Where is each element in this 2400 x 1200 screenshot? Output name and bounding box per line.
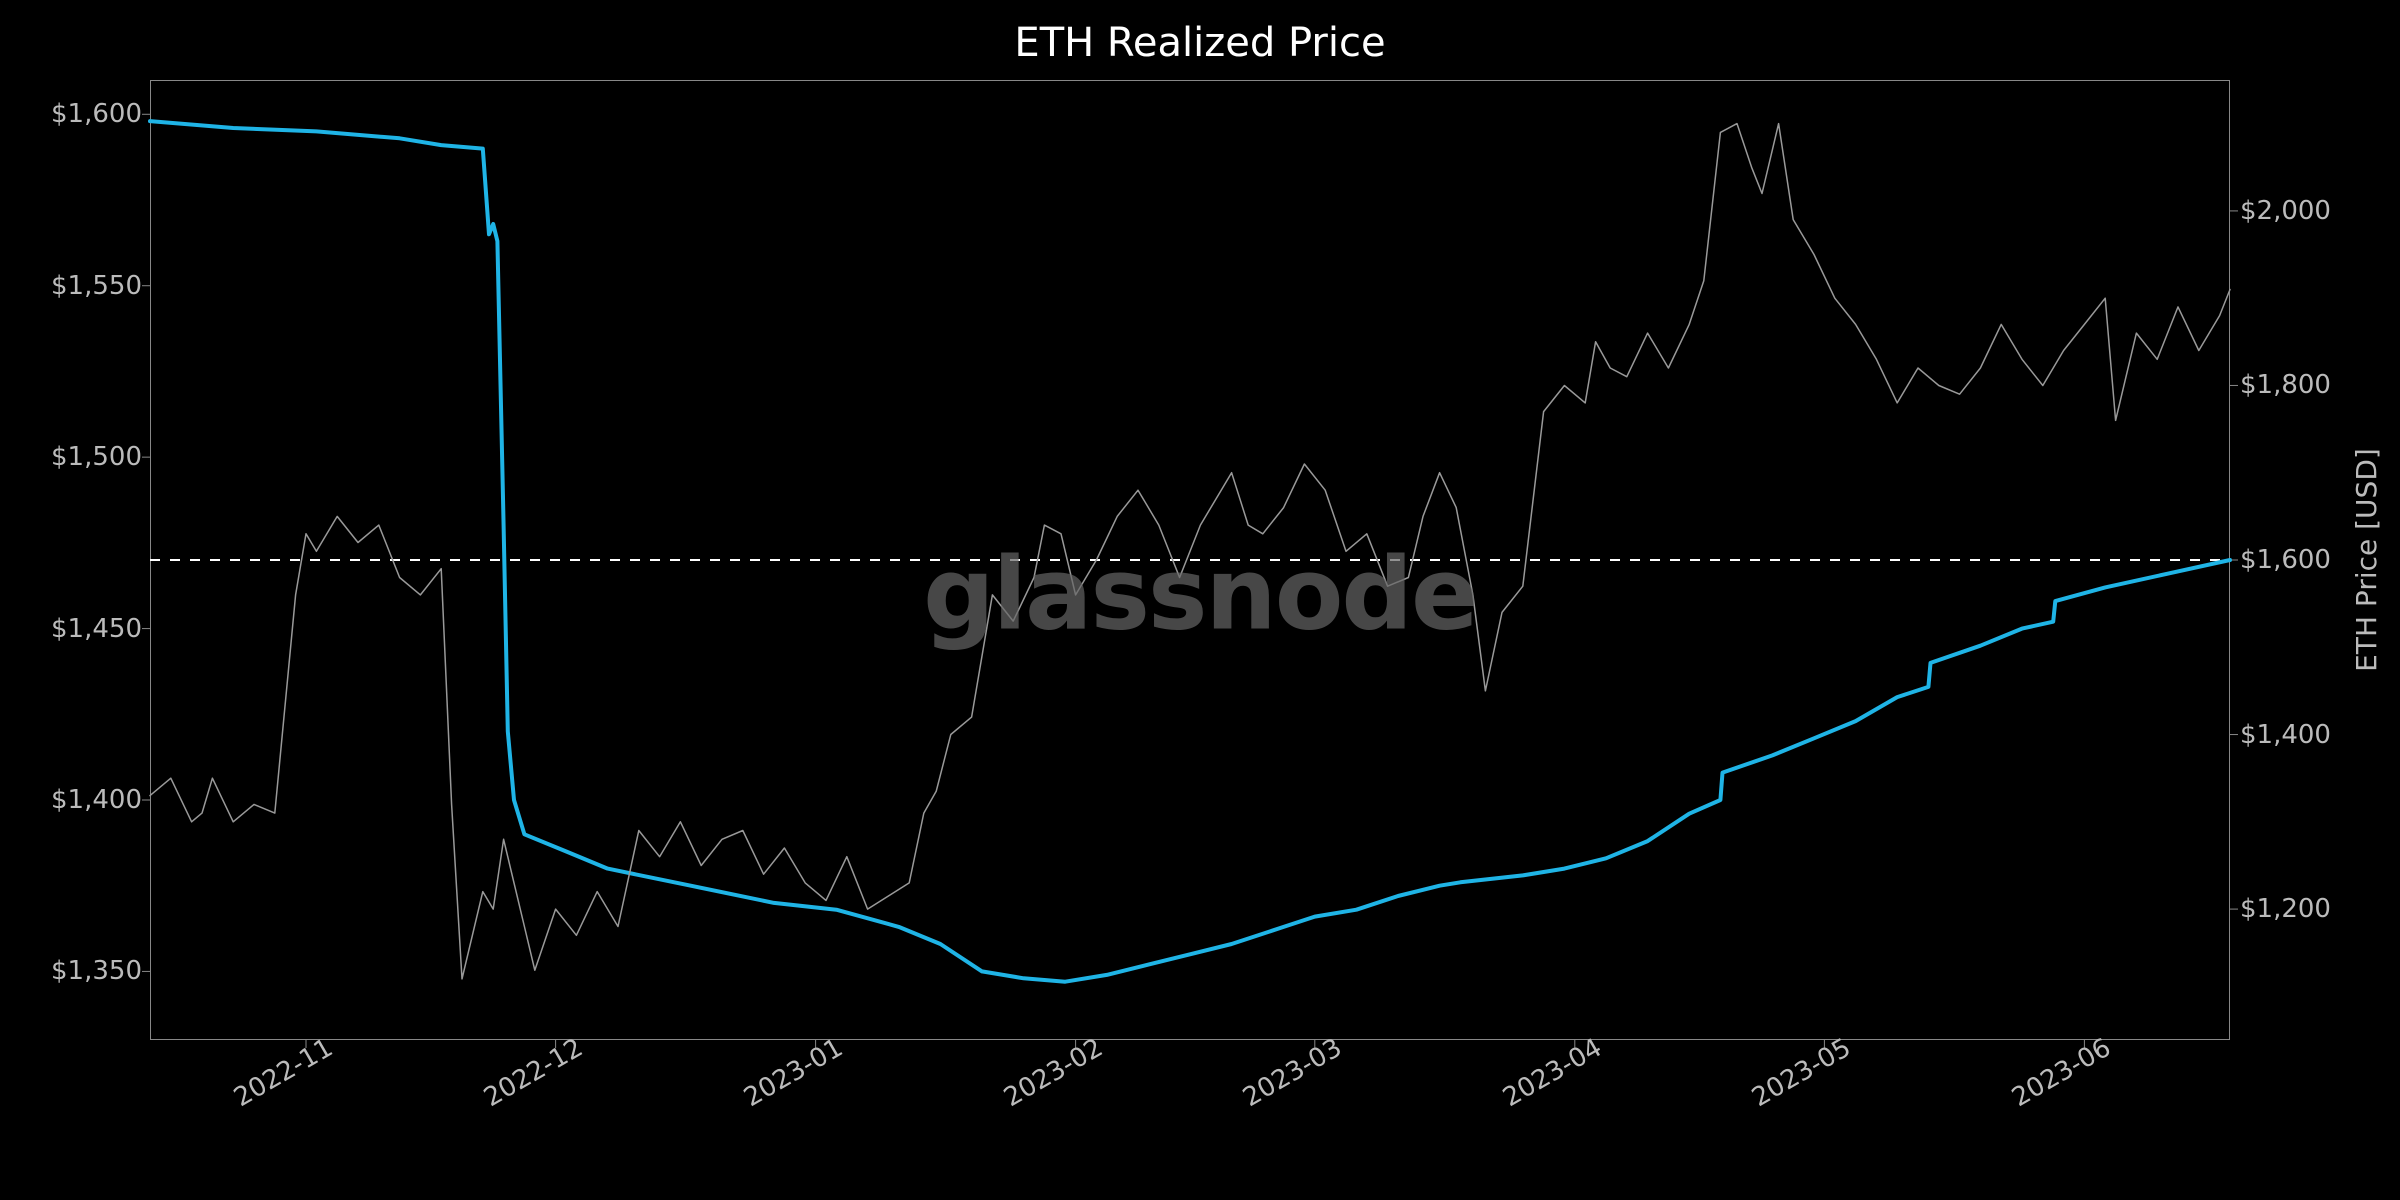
series-line bbox=[150, 124, 2230, 979]
y-right-tick-label: $1,800 bbox=[2240, 370, 2331, 400]
chart-title: ETH Realized Price bbox=[0, 20, 2400, 66]
y-left-tick-label: $1,400 bbox=[51, 785, 142, 815]
y-right-tick-label: $1,400 bbox=[2240, 720, 2331, 750]
y-left-tick-label: $1,500 bbox=[51, 442, 142, 472]
y-right-tick-label: $2,000 bbox=[2240, 196, 2331, 226]
y-right-tick-label: $1,600 bbox=[2240, 545, 2331, 575]
y-left-tick-label: $1,550 bbox=[51, 271, 142, 301]
chart-container: ETH Realized Price glassnode ETH Price [… bbox=[0, 0, 2400, 1200]
y-left-tick-label: $1,450 bbox=[51, 614, 142, 644]
y-left-tick-label: $1,600 bbox=[51, 99, 142, 129]
y-right-tick-label: $1,200 bbox=[2240, 894, 2331, 924]
y-left-tick-label: $1,350 bbox=[51, 956, 142, 986]
y-right-axis-label: ETH Price [USD] bbox=[2350, 448, 2383, 672]
chart-svg bbox=[150, 80, 2230, 1040]
